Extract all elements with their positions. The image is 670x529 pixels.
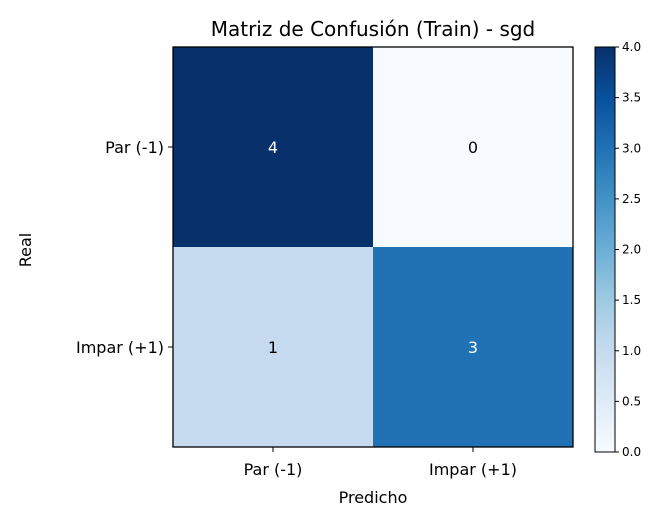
heatmap-cell-r1-c1 — [373, 247, 573, 447]
colorbar-ticks: 0.0 0.5 1.0 1.5 2.0 2.5 3.0 3.5 4.0 — [615, 40, 641, 459]
x-axis-label: Predicho — [339, 488, 408, 507]
cell-value-r0-c1: 0 — [468, 138, 478, 157]
colorbar-tick-label: 3.0 — [622, 141, 641, 155]
y-axis-label: Real — [16, 233, 35, 268]
cell-value-r1-c1: 3 — [468, 338, 478, 357]
colorbar-tick-label: 0.5 — [622, 394, 641, 408]
colorbar-tick-label: 0.0 — [622, 445, 641, 459]
x-tick-label: Par (-1) — [244, 460, 303, 479]
x-axis-ticks: Par (-1) Impar (+1) — [244, 447, 517, 479]
colorbar-tick-label: 2.0 — [622, 243, 641, 257]
y-axis-ticks: Par (-1) Impar (+1) — [76, 138, 173, 357]
cell-value-r1-c0: 1 — [268, 338, 278, 357]
heatmap-cell-r0-c0 — [173, 47, 373, 247]
colorbar-tick-label: 3.5 — [622, 91, 641, 105]
heatmap-cells — [173, 47, 573, 447]
cell-value-r0-c0: 4 — [268, 138, 278, 157]
y-tick-label: Par (-1) — [105, 138, 164, 157]
y-tick-label: Impar (+1) — [76, 338, 164, 357]
plot-frame — [172, 46, 574, 448]
colorbar-tick-label: 1.0 — [622, 344, 641, 358]
x-tick-label: Impar (+1) — [429, 460, 517, 479]
chart-title: Matriz de Confusión (Train) - sgd — [211, 17, 536, 41]
heatmap-cell-labels: 4 0 1 3 — [268, 138, 478, 357]
colorbar-tick-label: 2.5 — [622, 192, 641, 206]
heatmap-cell-r0-c1 — [373, 47, 573, 247]
heatmap-cell-r1-c0 — [173, 247, 373, 447]
colorbar-tick-label: 1.5 — [622, 293, 641, 307]
colorbar — [594, 46, 616, 453]
colorbar-tick-label: 4.0 — [622, 40, 641, 54]
